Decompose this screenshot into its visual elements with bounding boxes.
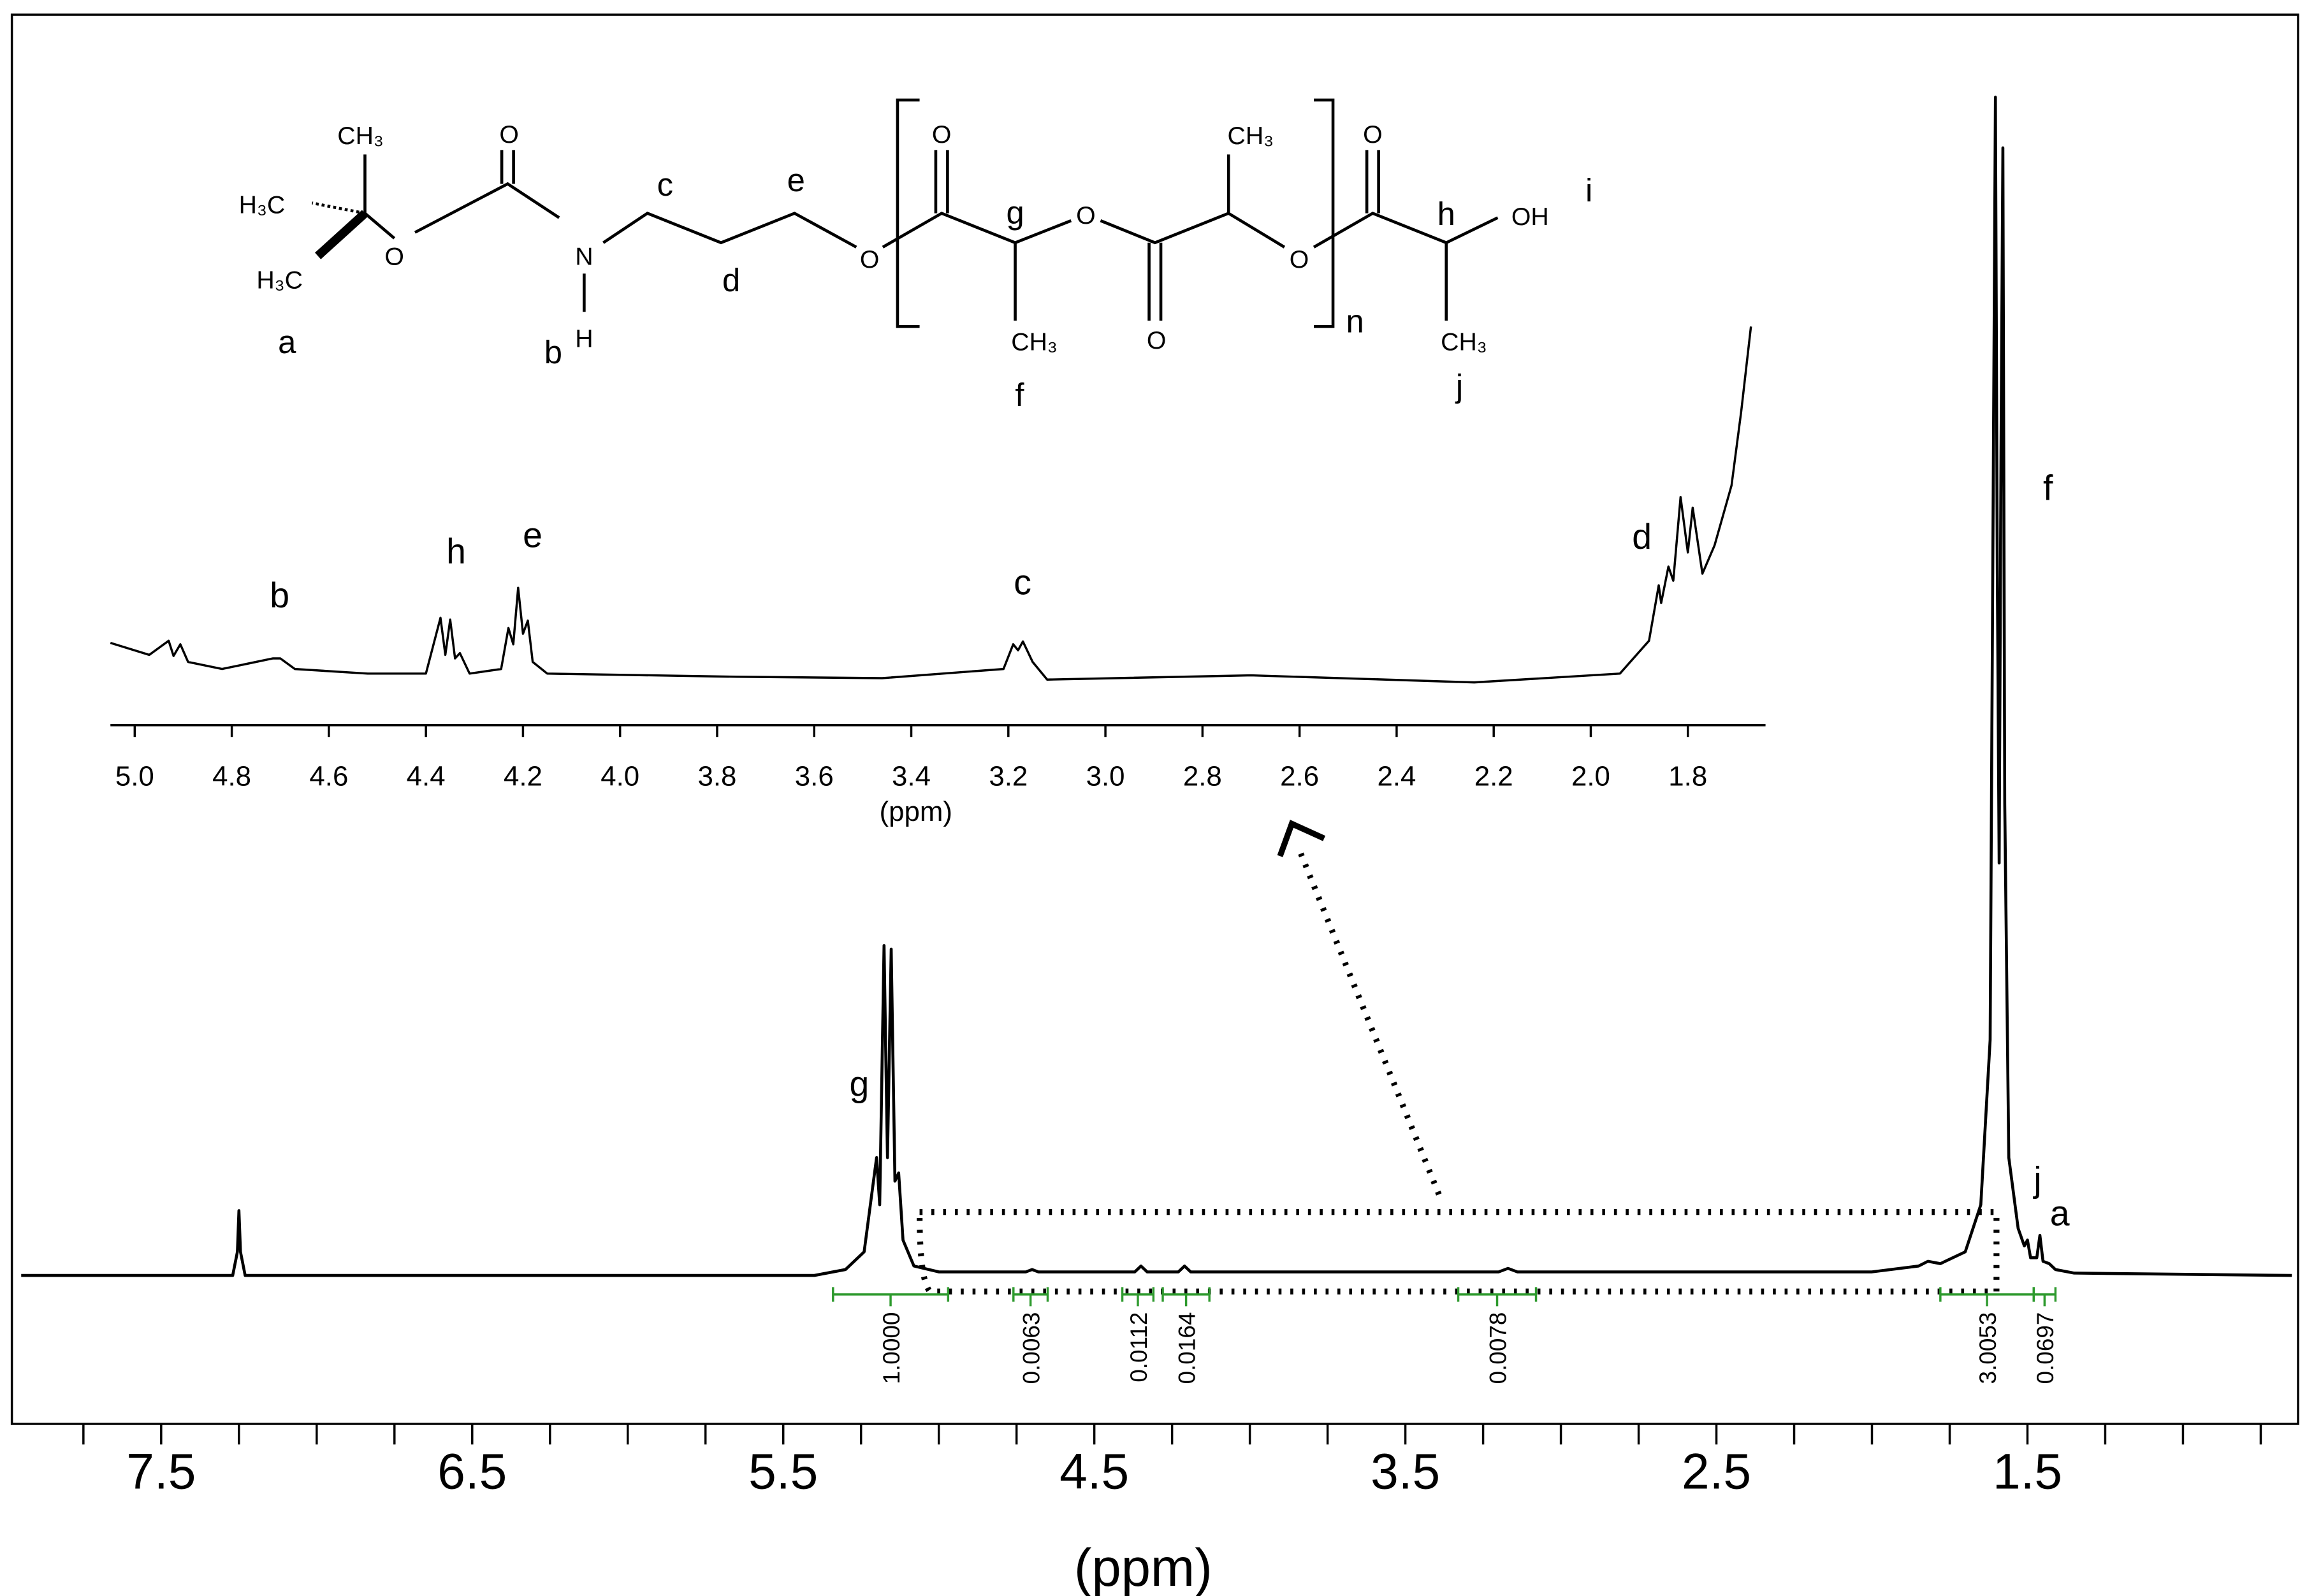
structure-label: O <box>1363 120 1383 149</box>
x-tick-label: 2.0 <box>1571 760 1610 792</box>
structure-label: j <box>1455 368 1463 404</box>
structure-label: O <box>860 245 880 273</box>
integral-label: 0.0697 <box>2032 1312 2058 1384</box>
structure-label: a <box>278 324 296 360</box>
structure-label: H <box>575 325 593 353</box>
x-tick-label: 1.8 <box>1668 760 1707 792</box>
structure-label: O <box>384 242 404 270</box>
structure-label: h <box>1437 196 1455 232</box>
integral-label: 3.0053 <box>1975 1312 2001 1384</box>
zoom-arrowhead <box>1277 820 1326 857</box>
x-tick-label: 3.0 <box>1086 760 1125 792</box>
x-tick-label: 5.0 <box>115 760 154 792</box>
peak-label: g <box>850 1064 870 1103</box>
integral-bracket <box>1457 1287 1538 1307</box>
integral-label: 0.0078 <box>1485 1312 1511 1384</box>
peak-label: b <box>270 576 289 615</box>
x-tick-label: 1.5 <box>1993 1444 2062 1500</box>
structure-label: O <box>1076 201 1096 229</box>
structure-label: OH <box>1511 203 1549 231</box>
integral-bracket <box>2032 1287 2057 1307</box>
peak-label: h <box>446 532 466 571</box>
zoom-box <box>916 845 2000 1295</box>
structure-label: c <box>657 166 673 203</box>
x-tick-label: 2.2 <box>1474 760 1513 792</box>
peak-label: f <box>2043 468 2053 508</box>
structure-label: CH₃ <box>1011 328 1058 356</box>
integral-label: 0.0164 <box>1174 1312 1200 1384</box>
x-tick-label: 3.4 <box>892 760 931 792</box>
x-tick-label: 4.2 <box>504 760 542 792</box>
peak-label: j <box>2032 1159 2041 1199</box>
integral-bracket <box>832 1287 950 1307</box>
spectrum-line <box>110 326 1752 684</box>
x-tick-label: 2.8 <box>1183 760 1222 792</box>
x-tick-label: 7.5 <box>126 1444 196 1500</box>
x-tick-label: 3.6 <box>795 760 834 792</box>
peak-label: e <box>523 516 542 555</box>
structure-label: g <box>1006 194 1024 231</box>
structure-label: O <box>1290 245 1309 273</box>
structure-label: f <box>1015 377 1024 413</box>
plot-frame <box>10 13 2299 1425</box>
structure-label: CH₃ <box>1228 122 1274 150</box>
structure-label: H₃C <box>239 191 286 219</box>
x-tick-label: 4.8 <box>212 760 251 792</box>
x-tick-label: 5.5 <box>748 1444 818 1500</box>
spectrum-line <box>21 96 2292 1277</box>
x-tick-label: 3.8 <box>698 760 737 792</box>
peak-label: c <box>1014 562 1031 602</box>
integral-label: 0.0063 <box>1018 1312 1044 1384</box>
structure-label: d <box>722 262 740 298</box>
x-tick-label: 2.6 <box>1280 760 1319 792</box>
structure-label: b <box>544 334 562 370</box>
x-tick-label: 2.5 <box>1682 1444 1751 1500</box>
structure-label: N <box>575 242 593 270</box>
x-tick-label: 6.5 <box>437 1444 507 1500</box>
integral-bracket <box>1012 1287 1049 1307</box>
structure-label: O <box>499 120 519 149</box>
structure-label: O <box>932 120 952 149</box>
structure-label: O <box>1147 326 1167 354</box>
structure-label: i <box>1585 172 1592 208</box>
structure-label: n <box>1346 303 1364 340</box>
integral-bracket <box>1939 1287 2035 1307</box>
integral-bracket <box>1121 1287 1155 1307</box>
x-axis-label: (ppm) <box>880 796 952 827</box>
x-tick-label: 4.0 <box>600 760 639 792</box>
x-tick-label: 4.6 <box>309 760 348 792</box>
structure-bonds <box>311 98 1499 328</box>
peak-label: d <box>1632 517 1652 556</box>
structure-label: e <box>787 162 805 198</box>
integral-bracket <box>1161 1287 1211 1307</box>
structure-label: H₃C <box>256 266 303 294</box>
structure-label: CH₃ <box>337 122 384 150</box>
x-axis-label: (ppm) <box>1074 1538 1212 1596</box>
structure-label: CH₃ <box>1441 328 1487 356</box>
x-tick-label: 4.4 <box>407 760 446 792</box>
x-tick-label: 4.5 <box>1059 1444 1129 1500</box>
x-tick-label: 3.2 <box>989 760 1028 792</box>
x-tick-label: 3.5 <box>1371 1444 1440 1500</box>
integral-label: 1.0000 <box>878 1312 905 1384</box>
integral-label: 0.0112 <box>1126 1312 1152 1382</box>
x-tick-label: 2.4 <box>1377 760 1416 792</box>
peak-label: a <box>2050 1193 2070 1233</box>
